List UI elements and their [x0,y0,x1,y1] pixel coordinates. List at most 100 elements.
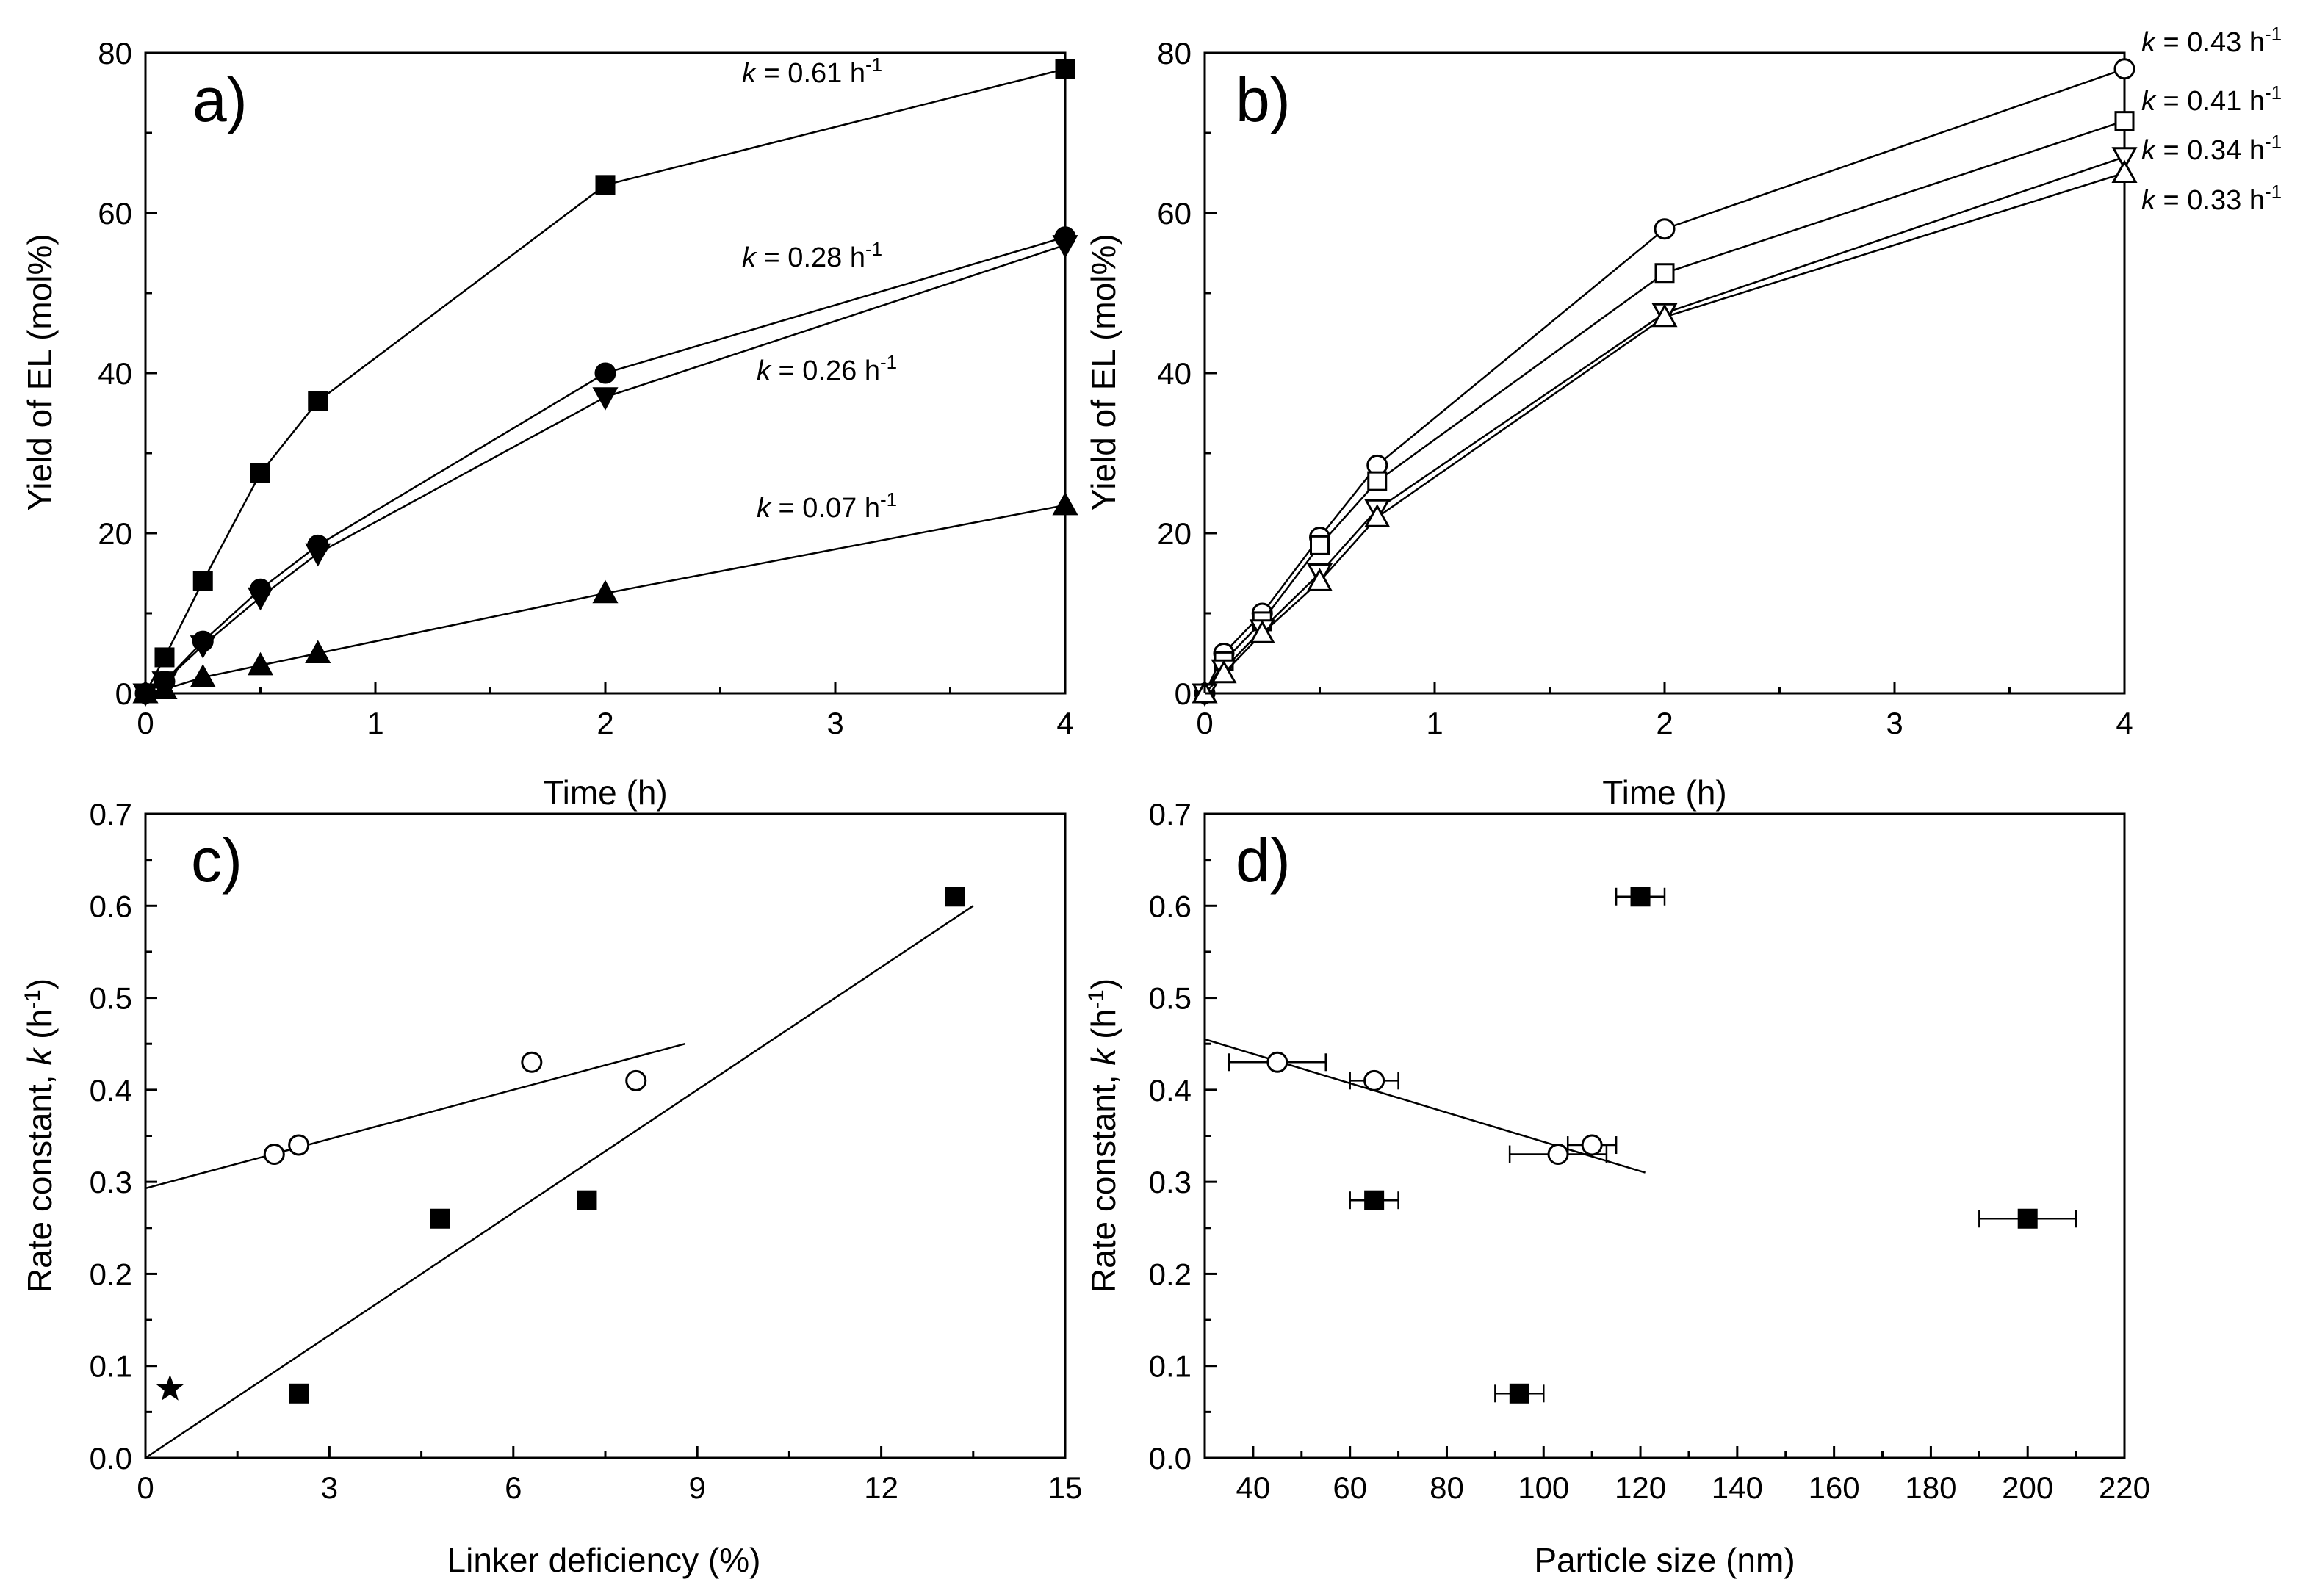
panel-c-data-point [156,1374,184,1401]
panel-c-x-tick-label: 12 [864,1470,898,1505]
panel-b-x-tick-label: 0 [1196,706,1213,740]
panel-c-x-tick-label: 6 [505,1470,522,1505]
panel-d-data-point [2017,1208,2038,1229]
panel-c-ticks: 0 3 6 9 12 15 0.0 0.1 0.2 0.3 0.4 0.5 0.6 0.7 [90,797,1083,1505]
panel-b-data-point [1306,568,1333,591]
panel-c-y-title-unit: (h [21,1009,59,1049]
panel-c-y-tick-label: 0.1 [90,1349,132,1384]
panel-d-y-tick-label: 0.2 [1149,1257,1192,1291]
panel-c-marks [144,812,1067,1459]
panel-b-label: b) [1236,65,1291,134]
panel-d-label: d) [1236,826,1291,895]
panel-c-data-point [430,1208,450,1229]
panel-b-data-point [1651,303,1678,328]
panel-d-y-tick-label: 0.6 [1149,889,1192,923]
panel-b-axes-frame [1203,51,2126,695]
panel-d-y-tick-label: 0.1 [1149,1349,1192,1384]
panel-a-data-point [305,640,331,663]
panel-b-series-line [1203,120,2125,694]
panel-b-x-tick-label: 4 [2116,706,2133,740]
panel-a-data-point [190,635,216,659]
panel-d-y-title-exp: -1 [1084,989,1109,1009]
panel-c-y-tick-label: 0.0 [90,1441,132,1476]
panel-d-x-tick-label: 200 [2002,1470,2053,1505]
panel-b-data-point [1310,535,1330,555]
panel-b-marks: k = 0.43 h-1 k = 0.41 h-1 k = 0.34 h-1 k = … [1192,23,2282,707]
panel-c-x-tick-label: 3 [321,1470,338,1505]
panel-c-y-title-prefix: Rate constant, [21,1066,59,1293]
panel-b-x-tick-label: 1 [1426,706,1443,740]
panel-a-x-tick-label: 2 [596,706,613,740]
panel-a-data-point [594,362,616,384]
panel-d-y-axis-title: Rate constant, k (h-1) [1084,978,1123,1293]
panel-d-ticks: 40 60 80 100 120 140 160 180 200 220 0.0 0.1 0.2 0.3 0… [1149,797,2150,1505]
panel-c-x-tick-label: 9 [689,1470,706,1505]
panel-d-y-title-prefix: Rate constant, [1084,1066,1122,1293]
panel-c: 0 3 6 9 12 15 0.0 0.1 0.2 0.3 0.4 0.5 0.6 0.7 c) Link… [21,797,1083,1579]
panel-c-y-title-exp: -1 [21,989,45,1009]
panel-b-data-point [1367,471,1388,491]
panel-b-k-label: k = 0.33 h-1 [2141,181,2282,216]
panel-b-y-axis-title: Yield of EL (mol%) [1084,234,1122,511]
panel-a-y-tick-label: 80 [98,36,132,71]
panel-d-x-tick-label: 180 [1905,1470,1956,1505]
panel-d-x-tick-label: 140 [1712,1470,1763,1505]
panel-d-y-title-unit: (h [1084,1009,1122,1049]
panel-a-marks: k = 0.61 h-1 k = 0.28 h-1 k = 0.26 h-1 k = … [132,51,1078,707]
panel-d-x-tick-label: 60 [1333,1470,1367,1505]
panel-a-series-line [145,236,1066,695]
panel-d-data-point [1581,1134,1603,1156]
panel-b-data-point [1364,504,1391,527]
panel-a-data-point [192,571,213,591]
panel-a-data-point [154,647,175,668]
panel-d-x-axis-title: Particle size (nm) [1534,1541,1795,1579]
panel-d-axes-frame [1203,812,2126,1459]
panel-c-y-tick-label: 0.5 [90,981,132,1016]
panel-c-fit-line [145,905,974,1459]
panel-a-label: a) [192,65,248,134]
panel-a-data-point [305,543,331,567]
panel-a: k = 0.61 h-1 k = 0.28 h-1 k = 0.26 h-1 k = … [21,36,1078,812]
panel-a-y-tick-label: 60 [98,196,132,231]
panel-c-y-axis-title: Rate constant, k (h-1) [21,978,60,1293]
panel-d-x-tick-label: 220 [2099,1470,2150,1505]
panel-c-y-tick-label: 0.6 [90,889,132,923]
panel-a-x-tick-label: 0 [137,706,154,740]
panel-c-x-axis-title: Linker deficiency (%) [447,1541,761,1579]
panel-c-data-point [577,1190,597,1210]
panel-a-y-tick-label: 40 [98,356,132,391]
panel-d-y-tick-label: 0.5 [1149,981,1192,1016]
panel-c-data-point [945,887,965,907]
panel-c-y-title-close: ) [21,978,59,989]
panel-d-x-tick-label: 80 [1430,1470,1464,1505]
panel-d-y-tick-label: 0.0 [1149,1441,1192,1476]
panel-d-x-tick-label: 120 [1615,1470,1666,1505]
panel-a-data-point [592,579,619,604]
panel-b-data-point [1211,660,1237,684]
panel-c-y-tick-label: 0.3 [90,1165,132,1199]
panel-a-y-tick-label: 20 [98,516,132,551]
panel-c-data-point [289,1383,309,1404]
panel-b-y-tick-label: 60 [1157,196,1192,231]
panel-a-data-point [247,587,274,611]
panel-a-k-label: k = 0.26 h-1 [757,351,897,386]
panel-d-data-point [1509,1383,1529,1404]
panel-a-x-tick-label: 1 [367,706,383,740]
panel-b-data-point [1249,620,1275,643]
panel-d-y-title-k: k [1084,1047,1122,1066]
panel-c-x-tick-label: 0 [137,1470,154,1505]
panel-b-k-label: k = 0.41 h-1 [2141,82,2282,117]
panel-b-data-point [2113,58,2135,80]
panel-c-label: c) [191,826,242,895]
panel-c-data-point [521,1051,543,1073]
panel-b-y-tick-label: 20 [1157,516,1192,551]
panel-d: 40 60 80 100 120 140 160 180 200 220 0.0 0.1 0.2 0.3 0… [1084,797,2151,1579]
panel-a-data-point [247,651,274,676]
panel-d-y-title-close: ) [1084,978,1122,989]
panel-c-y-title-k: k [21,1047,59,1066]
panel-a-k-label: k = 0.28 h-1 [742,238,882,273]
panel-b-data-point [2111,147,2138,170]
panel-a-data-point [151,676,178,700]
